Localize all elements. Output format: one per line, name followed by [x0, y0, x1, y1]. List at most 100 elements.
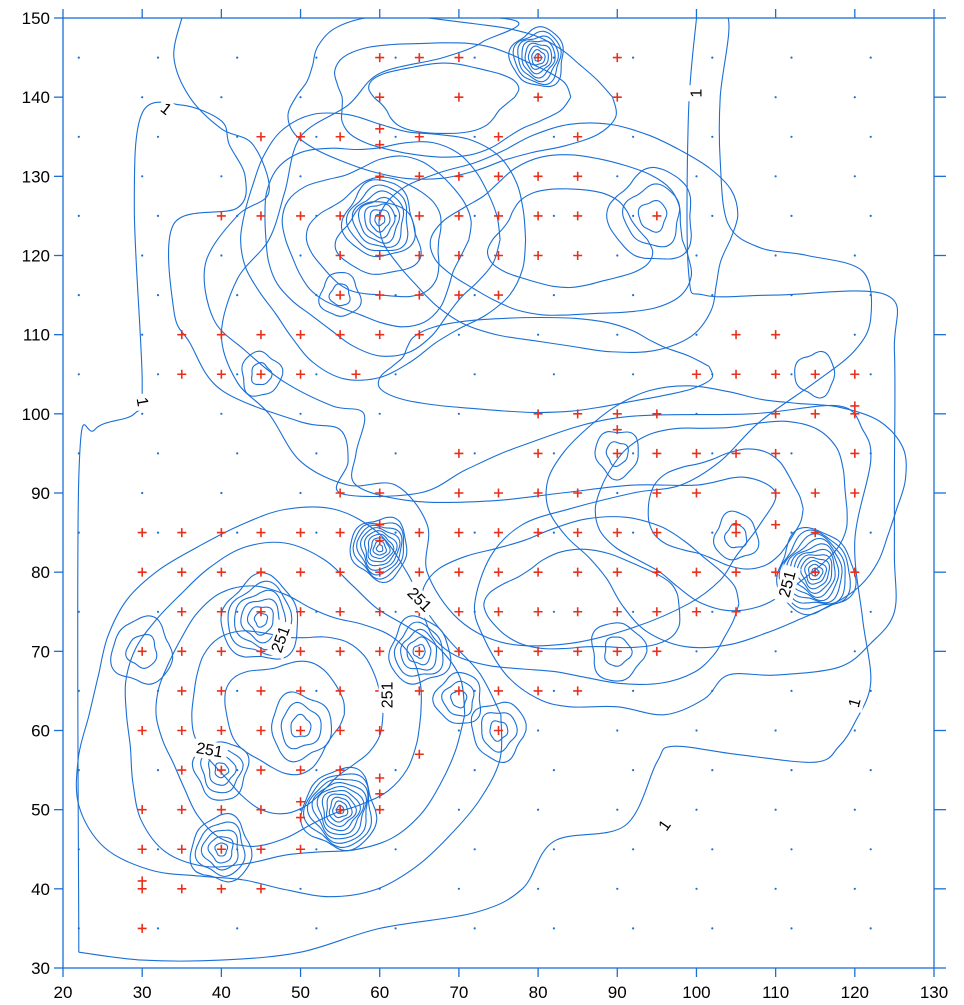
grid-point — [315, 373, 318, 376]
grid-point — [869, 769, 872, 772]
sample-point — [375, 171, 385, 181]
contour-line-hotspot-4-2 — [372, 540, 387, 556]
sample-point — [533, 211, 543, 221]
sample-point — [375, 124, 385, 134]
grid-point — [156, 135, 160, 138]
contour-line-blob-1-2 — [124, 541, 466, 868]
grid-point — [299, 254, 302, 257]
grid-point — [869, 531, 872, 534]
grid-point — [156, 689, 160, 693]
grid-point — [695, 887, 698, 890]
sample-point — [414, 567, 424, 577]
sample-point — [256, 528, 266, 538]
contour-lines — [75, 18, 907, 962]
grid-point — [77, 848, 80, 851]
grid-point — [156, 610, 160, 613]
contour-line-hotspot-18-1 — [794, 350, 836, 399]
grid-point — [77, 927, 80, 930]
sample-point — [335, 607, 345, 617]
sample-point — [335, 805, 345, 815]
sample-point — [573, 567, 583, 577]
grid-point — [632, 452, 635, 455]
grid-point — [156, 294, 160, 297]
sample-point — [612, 567, 622, 577]
grid-point — [774, 650, 777, 653]
grid-point — [632, 848, 635, 851]
sample-point — [335, 211, 345, 221]
grid-point — [77, 294, 80, 297]
grid-point — [711, 927, 714, 930]
sample-point — [335, 132, 345, 142]
grid-point — [315, 531, 318, 534]
contour-line-hotspot-4-6 — [359, 527, 401, 571]
contour-line-blob-2-1 — [240, 112, 527, 381]
sample-point — [256, 884, 266, 894]
grid-point — [473, 610, 476, 613]
grid-point — [473, 56, 476, 59]
sample-point — [256, 646, 266, 656]
sample-point — [296, 132, 306, 142]
y-tick-label: 130 — [22, 167, 50, 186]
sample-point — [612, 409, 622, 419]
sample-point — [810, 567, 820, 577]
sample-point — [256, 805, 266, 815]
sample-point — [573, 686, 583, 696]
sample-point — [177, 765, 187, 775]
grid-point — [77, 689, 80, 693]
contour-line-blob-1-4 — [191, 630, 384, 815]
contour-line-hotspot-4-9 — [349, 516, 408, 584]
grid-point — [299, 887, 302, 890]
grid-point — [299, 491, 302, 495]
contour-line-blob-7-1 — [287, 18, 617, 180]
grid-point — [473, 689, 476, 693]
sample-point — [850, 409, 860, 419]
sample-point — [731, 448, 741, 458]
grid-point — [853, 650, 856, 653]
contour-line-blob-5-3 — [647, 448, 804, 570]
sample-point — [216, 211, 226, 221]
sample-point — [375, 53, 385, 63]
sample-point — [375, 251, 385, 260]
grid-point — [236, 531, 239, 534]
grid-point — [236, 452, 239, 455]
grid-point — [394, 452, 397, 455]
sample-point — [533, 607, 543, 617]
sample-point — [256, 686, 266, 696]
sample-point — [256, 765, 266, 775]
contour-line-hotspot-4-7 — [356, 524, 403, 576]
grid-point — [869, 848, 872, 851]
grid-point — [711, 135, 714, 138]
grid-point — [869, 452, 872, 455]
sample-point — [612, 646, 622, 656]
grid-point — [632, 373, 635, 376]
grid-point — [632, 689, 635, 693]
contour-line-hotspot-3-3 — [606, 166, 692, 260]
sample-point — [652, 567, 662, 577]
grid-point — [315, 452, 318, 455]
sample-point — [494, 488, 503, 498]
contour-line-hotspot-7-1 — [412, 643, 426, 659]
contour-group — [75, 18, 907, 962]
contour-line-hotspot-1-5 — [521, 40, 556, 79]
grid-point — [156, 927, 160, 930]
grid-point — [315, 689, 318, 693]
sample-point — [414, 646, 424, 656]
sample-point — [256, 726, 266, 735]
contour-label-bg — [687, 85, 706, 102]
contour-line-hotspot-16-2 — [241, 350, 284, 397]
sample-point — [573, 211, 583, 221]
contour-line-blob-3-3 — [486, 188, 654, 289]
sample-point — [137, 567, 147, 577]
sample-point — [454, 171, 464, 181]
grid-point — [616, 808, 619, 811]
grid-point — [552, 56, 556, 59]
contour-line-hotspot-12-1 — [290, 713, 312, 738]
grid-point — [552, 610, 556, 613]
sample-point — [494, 251, 503, 260]
grid-point — [473, 531, 476, 534]
sample-point — [414, 686, 424, 696]
grid-point — [790, 927, 793, 930]
sample-point — [137, 528, 147, 538]
grid-point — [853, 175, 856, 178]
contour-line-outer-1 — [77, 101, 872, 962]
